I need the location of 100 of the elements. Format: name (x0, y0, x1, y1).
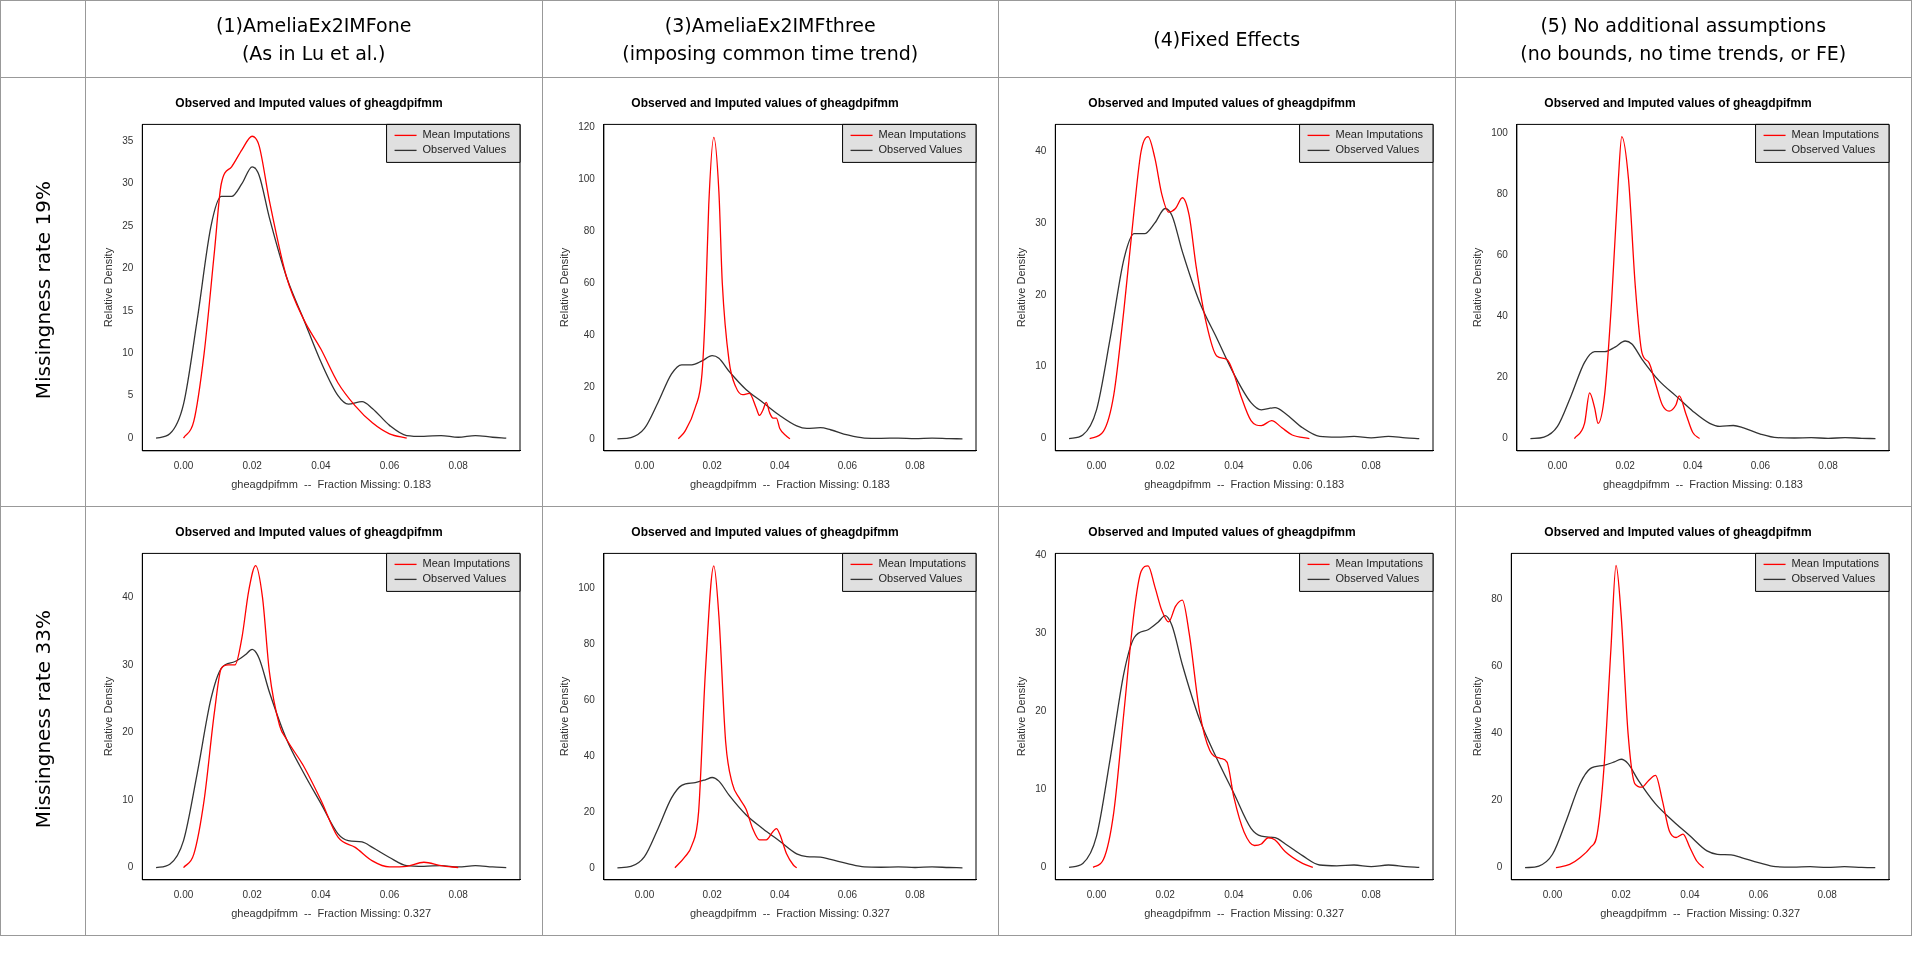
y-axis-title: Relative Density (101, 676, 114, 757)
chart-title: Observed and Imputed values of gheagdpifmm (175, 524, 443, 539)
y-tick-label: 35 (121, 135, 134, 147)
line-series (1088, 135, 1310, 440)
line-series (1068, 615, 1420, 868)
y-tick-label: 60 (1491, 659, 1504, 671)
y-tick-label: 100 (1491, 127, 1509, 139)
x-axis-title: gheagdpifmm -- Fraction Missing: 0.327 (1600, 907, 1801, 920)
y-tick-label: 0 (589, 432, 596, 444)
text: Missingness rate 19% (31, 180, 55, 400)
y-tick-label: 40 (584, 328, 596, 340)
x-tick-label: 0.02 (242, 888, 263, 900)
y-tick-label: 40 (1034, 549, 1047, 561)
y-axis-title: Relative Density (1470, 676, 1483, 757)
x-tick-label: 0.04 (1223, 459, 1244, 471)
y-tick-label: 0 (127, 861, 134, 873)
x-tick-label: 0.04 (770, 888, 791, 900)
y-tick-label: 5 (127, 389, 134, 401)
x-axis-title: gheagdpifmm -- Fraction Missing: 0.183 (1603, 478, 1804, 491)
x-tick-label: 0.06 (379, 459, 400, 471)
x-tick-label: 0.06 (1749, 888, 1769, 900)
line-series (617, 776, 964, 869)
line-series (1068, 207, 1420, 440)
line-series (1092, 565, 1314, 868)
y-tick-label: 0 (1040, 861, 1047, 873)
y-axis-title: Relative Density (1014, 676, 1027, 757)
chart-title: Observed and Imputed values of gheagdpifmm (1088, 95, 1356, 110)
y-axis-title: Relative Density (101, 247, 114, 328)
line-series (1573, 135, 1701, 440)
y-tick-label: 60 (584, 693, 596, 705)
line-series (155, 648, 507, 869)
legend-label: Mean Imputations (422, 557, 511, 570)
legend-label: Observed Values (1791, 143, 1876, 156)
line-series (182, 135, 408, 439)
x-tick-label: 0.04 (1683, 459, 1704, 471)
y-tick-label: 20 (121, 262, 134, 274)
legend-label: Observed Values (422, 143, 507, 156)
y-tick-label: 30 (1034, 627, 1047, 639)
x-tick-label: 0.02 (1155, 888, 1176, 900)
x-tick-label: 0.00 (634, 888, 655, 900)
legend-label: Mean Imputations (1791, 557, 1880, 570)
y-tick-label: 20 (584, 805, 596, 817)
y-tick-label: 30 (121, 177, 134, 189)
y-axis-title: Relative Density (557, 247, 570, 328)
y-tick-label: 0 (589, 861, 596, 873)
x-tick-label: 0.08 (448, 888, 469, 900)
x-tick-label: 0.04 (310, 459, 331, 471)
x-tick-label: 0.08 (1818, 459, 1839, 471)
x-tick-label: 0.00 (173, 888, 194, 900)
line-series (1524, 758, 1877, 869)
legend-label: Observed Values (1791, 572, 1876, 585)
x-tick-label: 0.06 (1292, 888, 1313, 900)
y-tick-label: 10 (1034, 360, 1047, 372)
x-tick-label: 0.02 (702, 459, 723, 471)
x-tick-label: 0.06 (1292, 459, 1313, 471)
y-axis-title: Relative Density (557, 676, 570, 757)
y-tick-label: 0 (1502, 432, 1509, 444)
x-tick-label: 0.06 (837, 888, 858, 900)
y-tick-label: 30 (1034, 216, 1047, 228)
chart-title: Observed and Imputed values of gheagdpifmm (631, 95, 899, 110)
x-axis-title: gheagdpifmm -- Fraction Missing: 0.183 (1143, 478, 1344, 491)
x-tick-label: 0.00 (634, 459, 655, 471)
legend-label: Observed Values (1335, 143, 1420, 156)
legend-label: Observed Values (878, 572, 963, 585)
chart-subtitle: (1)AmeliaEx2IMFone (As in Lu et al.) (85, 0, 542, 78)
x-tick-label: 0.08 (1361, 459, 1382, 471)
y-tick-label: 30 (121, 658, 134, 670)
chart-title: Observed and Imputed values of gheagdpifmm (1544, 524, 1812, 539)
x-tick-label: 0.06 (837, 459, 858, 471)
x-axis-title: gheagdpifmm -- Fraction Missing: 0.183 (230, 478, 431, 491)
y-tick-label: 100 (578, 172, 596, 184)
legend-label: Mean Imputations (878, 557, 967, 570)
x-tick-label: 0.04 (310, 888, 331, 900)
y-tick-label: 0 (1040, 432, 1047, 444)
y-tick-label: 20 (584, 380, 596, 392)
line-series (1555, 564, 1705, 869)
y-tick-label: 15 (121, 304, 134, 316)
x-tick-label: 0.08 (1817, 888, 1838, 900)
y-tick-label: 120 (578, 120, 596, 132)
x-tick-label: 0.00 (173, 459, 194, 471)
y-tick-label: 80 (584, 224, 596, 236)
y-tick-label: 10 (121, 793, 134, 805)
x-tick-label: 0.08 (905, 888, 926, 900)
y-tick-label: 20 (121, 726, 134, 738)
y-tick-label: 0 (127, 431, 134, 443)
x-tick-label: 0.00 (1547, 459, 1568, 471)
legend-label: Mean Imputations (1335, 557, 1424, 570)
x-axis-title: gheagdpifmm -- Fraction Missing: 0.327 (690, 907, 891, 920)
legend-label: Observed Values (1335, 572, 1420, 585)
x-tick-label: 0.02 (702, 888, 723, 900)
legend-label: Mean Imputations (878, 128, 967, 141)
line-series (617, 355, 964, 440)
y-tick-label: 40 (1497, 310, 1509, 322)
x-tick-label: 0.08 (905, 459, 926, 471)
x-tick-label: 0.02 (1615, 459, 1636, 471)
y-tick-label: 20 (1497, 371, 1509, 383)
chart-subtitle: (5) No additional assumptions (no bounds, no time trends, or FE) (1455, 0, 1912, 78)
y-tick-label: 40 (584, 749, 596, 761)
x-tick-label: 0.00 (1086, 888, 1107, 900)
x-tick-label: 0.00 (1086, 459, 1107, 471)
